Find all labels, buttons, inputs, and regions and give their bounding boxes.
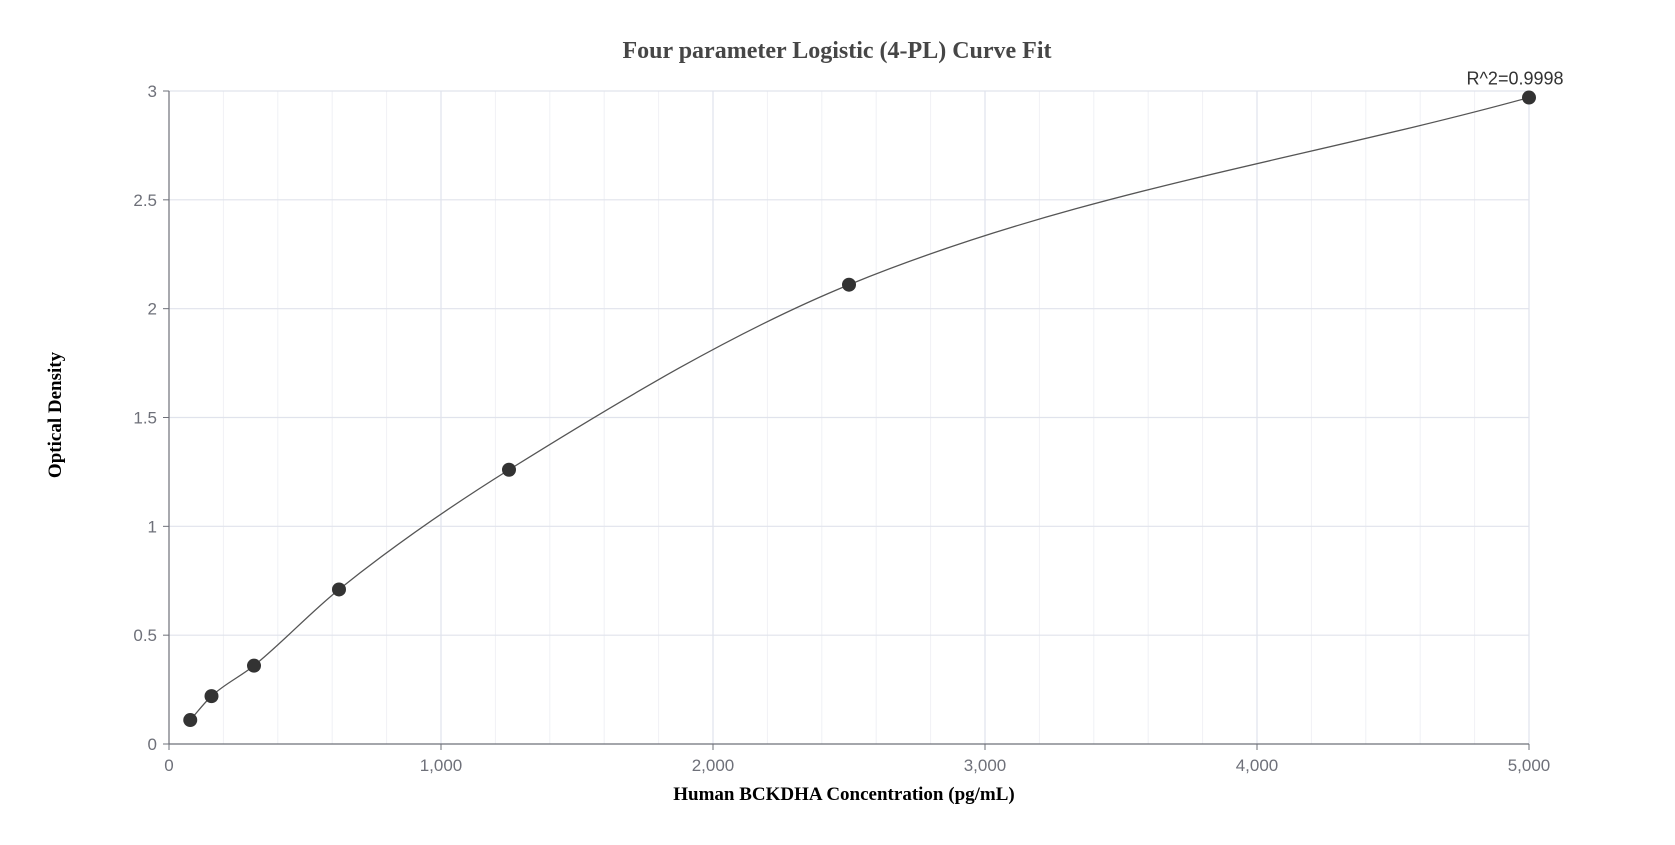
x-tick-label: 5,000 — [1508, 756, 1551, 775]
r-squared-label: R^2=0.9998 — [1466, 69, 1563, 89]
y-tick-label: 1.5 — [133, 409, 157, 428]
point-layer — [183, 90, 1536, 728]
x-tick-label: 3,000 — [964, 756, 1007, 775]
grid-layer — [169, 90, 1530, 744]
y-axis-title: Optical Density — [45, 351, 66, 478]
y-tick-label: 3 — [148, 82, 157, 101]
data-point — [183, 713, 198, 728]
curve-layer — [189, 96, 1530, 721]
data-point — [502, 462, 516, 477]
data-point — [1522, 90, 1536, 105]
x-tick-label: 4,000 — [1236, 756, 1279, 775]
y-tick-label: 2.5 — [133, 191, 157, 210]
x-tick-label: 2,000 — [692, 756, 735, 775]
fit-curve-line — [189, 96, 1530, 721]
data-point — [842, 277, 856, 292]
y-tick-label: 0 — [148, 735, 157, 754]
y-tick-label: 1 — [148, 517, 157, 536]
x-axis-title: Human BCKDHA Concentration (pg/mL) — [673, 784, 1015, 805]
data-point — [204, 689, 219, 704]
x-tick-label: 0 — [164, 756, 173, 775]
data-point — [247, 658, 261, 673]
chart-title: Four parameter Logistic (4-PL) Curve Fit — [622, 38, 1051, 64]
y-tick-label: 2 — [148, 300, 157, 319]
x-tick-label: 1,000 — [420, 756, 463, 775]
y-tick-label: 0.5 — [133, 626, 157, 645]
axis-layer: 0 1,000 2,000 3,000 4,000 5,000 0 0.5 1 1.5 2 2.5 3 — [133, 82, 1550, 775]
data-point — [332, 582, 346, 597]
